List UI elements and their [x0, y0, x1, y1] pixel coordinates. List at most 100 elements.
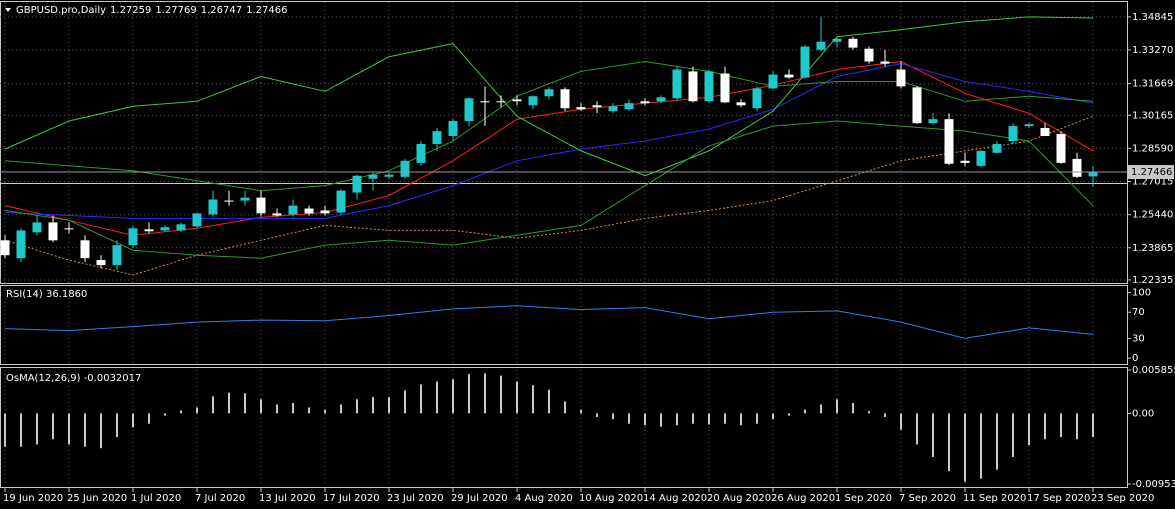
candle-body: [896, 69, 906, 87]
symbol: GBPUSD.pro,Daily: [16, 5, 106, 16]
indicator-line: [4, 60, 1094, 192]
candle-body: [32, 222, 42, 233]
candle-body: [864, 48, 874, 62]
x-tick-label: 7 Jul 2020: [195, 493, 245, 504]
candle-body: [832, 38, 842, 42]
candle-body: [384, 174, 394, 177]
candle-body: [912, 87, 922, 124]
candle-body: [976, 150, 986, 166]
candle-body: [768, 74, 778, 89]
y-tick-label: 1.33270: [1132, 45, 1173, 56]
y-tick-label: 1.25440: [1132, 210, 1173, 221]
x-tick-label: 13 Jul 2020: [259, 493, 316, 504]
candle-body: [368, 174, 378, 179]
candle-body: [48, 222, 58, 241]
candle-body: [704, 71, 714, 102]
price-label-box: [1128, 165, 1174, 180]
candle-body: [304, 208, 314, 214]
x-tick-label: 20 Aug 2020: [707, 493, 771, 504]
candle-body: [688, 71, 698, 102]
candle-body: [560, 89, 570, 109]
rsi-line: [4, 305, 1094, 339]
candle-body: [448, 121, 458, 136]
candle-body: [288, 205, 298, 215]
candle-body: [224, 200, 234, 202]
y-tick-label: 0: [1132, 353, 1138, 364]
candle-body: [624, 103, 634, 110]
candle-body: [528, 96, 538, 106]
y-tick-label: 1.23865: [1132, 243, 1173, 254]
candle-body: [336, 190, 346, 213]
candle-body: [784, 74, 794, 78]
x-tick-label: 25 Jun 2020: [67, 493, 127, 504]
candle-body: [432, 131, 442, 144]
indicator-line: [4, 16, 1094, 177]
y-tick-label: 1.22335: [1132, 275, 1173, 286]
x-tick-label: 29 Jul 2020: [451, 493, 508, 504]
candle-body: [656, 97, 666, 102]
y-tick-label: 0.00: [1132, 408, 1154, 419]
candle-body: [544, 89, 554, 97]
y-tick-label: 1.34845: [1132, 12, 1173, 23]
candle-body: [80, 240, 90, 259]
candle-body: [816, 41, 826, 50]
y-tick-label: 1.31669: [1132, 79, 1173, 90]
candle-body: [256, 197, 266, 214]
x-tick-label: 26 Aug 2020: [771, 493, 835, 504]
ohlc-value: 1.26747: [201, 5, 242, 16]
x-tick-label: 10 Aug 2020: [579, 493, 643, 504]
current-price-label: 1.27466: [1131, 167, 1172, 178]
y-tick-label: 0.0058555: [1132, 365, 1175, 376]
osma-pane-frame: [0, 367, 1128, 488]
candle-body: [592, 105, 602, 108]
y-tick-label: 1.27015: [1132, 177, 1173, 188]
x-tick-label: 1 Jul 2020: [131, 493, 181, 504]
rsi-pane-frame: [0, 285, 1128, 365]
candle-body: [160, 227, 170, 231]
x-tick-label: 1 Sep 2020: [835, 493, 892, 504]
candle-body: [208, 199, 218, 215]
candle-body: [608, 106, 618, 112]
candle-body: [944, 119, 954, 164]
candle-body: [800, 46, 810, 78]
candle-body: [64, 228, 74, 230]
candle-body: [240, 197, 250, 201]
candle-body: [992, 143, 1002, 153]
x-tick-label: 4 Aug 2020: [515, 493, 573, 504]
x-tick-label: 14 Aug 2020: [643, 493, 707, 504]
x-tick-label: 7 Sep 2020: [899, 493, 956, 504]
ohlc-value: 1.27769: [155, 5, 196, 16]
candle-body: [640, 101, 650, 104]
y-tick-label: 1.30165: [1132, 110, 1173, 121]
x-tick-label: 19 Jun 2020: [3, 493, 63, 504]
price-pane-frame: [0, 1, 1128, 284]
candle-body: [736, 102, 746, 106]
x-tick-label: 11 Sep 2020: [963, 493, 1026, 504]
candle-body: [576, 107, 586, 110]
candle-body: [0, 240, 10, 256]
menu-arrow: [5, 8, 11, 12]
candle-body: [176, 224, 186, 231]
candle-body: [1056, 134, 1066, 163]
candle-body: [1088, 172, 1098, 177]
indicator-title: OsMA(12,26,9) -0.0032017: [6, 373, 141, 384]
x-tick-label: 17 Jul 2020: [323, 493, 380, 504]
y-tick-label: 100: [1132, 288, 1151, 299]
candle-body: [960, 160, 970, 163]
indicator-line: [4, 115, 1094, 276]
ohlc-value: 1.27259: [110, 5, 151, 16]
candle-body: [496, 101, 506, 103]
y-tick-label: 30: [1132, 333, 1145, 344]
candle-body: [1072, 158, 1082, 177]
y-tick-label: 70: [1132, 307, 1145, 318]
candle-body: [96, 260, 106, 266]
candle-body: [672, 69, 682, 99]
x-tick-label: 17 Sep 2020: [1027, 493, 1090, 504]
candle-body: [1040, 127, 1050, 136]
candle-body: [464, 98, 474, 122]
indicator-line: [4, 63, 1094, 219]
y-tick-label: 1.28590: [1132, 143, 1173, 154]
indicator-line: [4, 120, 1094, 259]
chart-title: GBPUSD.pro,Daily 1.27259 1.27769 1.26747 1.2…: [16, 5, 287, 16]
